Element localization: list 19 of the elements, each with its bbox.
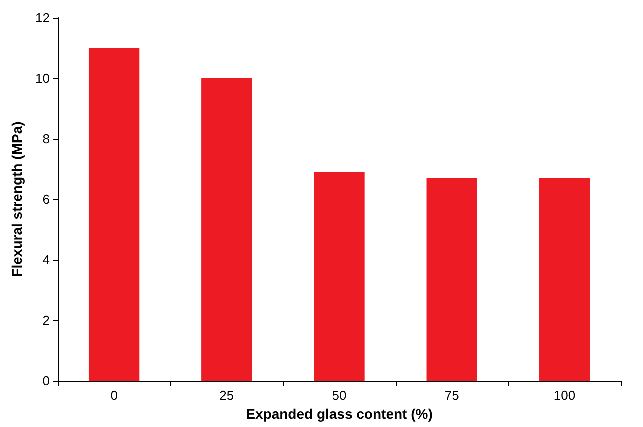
y-tick-label: 6 xyxy=(42,192,50,207)
y-tick-label: 0 xyxy=(42,374,50,388)
x-tick-label: 25 xyxy=(220,388,234,403)
bar xyxy=(88,48,140,381)
bar xyxy=(314,172,365,381)
y-tick-label: 8 xyxy=(42,132,50,146)
y-axis-title: Flexural strength (MPa) xyxy=(9,122,25,278)
bar xyxy=(426,178,478,381)
x-tick-label: 75 xyxy=(444,388,460,403)
x-axis-title: Expanded glass content (%) xyxy=(246,406,433,422)
y-tick-label: 10 xyxy=(36,71,50,86)
y-tick-label: 4 xyxy=(42,252,50,268)
bar xyxy=(539,178,590,381)
x-tick-label: 100 xyxy=(554,388,576,403)
bar xyxy=(202,78,252,381)
x-tick-label: 50 xyxy=(332,388,347,403)
y-tick-label: 12 xyxy=(36,10,50,26)
y-tick-label: 2 xyxy=(42,313,50,328)
x-tick-label: 0 xyxy=(110,388,118,403)
